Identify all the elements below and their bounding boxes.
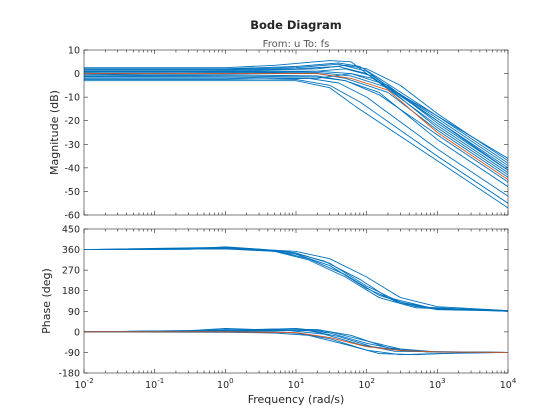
x-tick-label: 104 (500, 377, 517, 391)
phase-response-curve (84, 247, 508, 312)
phase-y-tick-label: -180 (58, 369, 80, 380)
x-tick-label: 10-2 (74, 377, 93, 391)
magnitude-y-tick-label: 0 (74, 69, 80, 80)
magnitude-series (84, 60, 508, 209)
phase-y-tick-label: 360 (62, 245, 80, 256)
magnitude-response-curve (84, 73, 508, 181)
magnitude-response-curve (84, 62, 508, 164)
magnitude-response-curve (84, 71, 508, 176)
magnitude-response-curve (84, 64, 508, 162)
magnitude-y-axis-label: Magnitude (dB) (48, 90, 61, 175)
magnitude-response-curve (84, 73, 508, 159)
magnitude-y-tick-label: -60 (64, 211, 80, 222)
phase-response-curve (84, 327, 508, 353)
magnitude-y-tick-label: -30 (64, 140, 80, 151)
phase-axes-frame (83, 228, 509, 374)
x-axis-label: Frequency (rad/s) (248, 393, 345, 406)
phase-series (84, 246, 508, 356)
phase-response-curve (84, 331, 508, 356)
io-subtitle: From: u To: fs (263, 39, 330, 50)
phase-y-axis-label: Phase (deg) (40, 268, 53, 334)
magnitude-response-curve (84, 75, 508, 183)
phase-y-tick-label: -90 (64, 348, 80, 359)
chart-title: Bode Diagram (250, 18, 342, 32)
phase-y-tick-label: 270 (62, 266, 80, 277)
phase-y-tick-label: 0 (74, 327, 80, 338)
magnitude-response-curve (84, 80, 508, 209)
magnitude-response-curve (84, 71, 508, 178)
phase-y-tick-label: 90 (68, 307, 80, 318)
phase-response-curve (84, 246, 508, 312)
magnitude-y-tick-label: -20 (64, 116, 80, 127)
phase-ticks (83, 228, 509, 374)
magnitude-response-curve (84, 76, 508, 197)
phase-y-tick-label: 450 (62, 225, 80, 236)
magnitude-y-tick-labels: 10 0 -10 -20 -30 -40 -50 -60 (64, 46, 80, 222)
x-tick-label: 103 (429, 377, 446, 391)
magnitude-response-curve (84, 77, 508, 204)
magnitude-y-tick-label: -50 (64, 187, 80, 198)
phase-response-curve (84, 331, 508, 353)
phase-y-tick-labels: 450 360 270 180 90 0 -90 -180 (58, 225, 80, 380)
phase-response-curve (84, 330, 508, 353)
x-tick-labels: 10-2 10-1 100 101 102 103 104 (74, 377, 516, 391)
magnitude-y-tick-label: 10 (68, 46, 80, 57)
phase-response-curve (84, 248, 508, 312)
magnitude-axes-frame (83, 49, 509, 216)
magnitude-y-tick-label: -40 (64, 163, 80, 174)
magnitude-ticks (83, 49, 509, 216)
x-tick-label: 102 (358, 377, 375, 391)
x-tick-label: 101 (288, 377, 305, 391)
magnitude-response-curve (84, 63, 508, 171)
x-tick-label: 10-1 (145, 377, 164, 391)
phase-y-tick-label: 180 (62, 286, 80, 297)
x-tick-label: 100 (217, 377, 234, 391)
magnitude-y-tick-label: -10 (64, 93, 80, 104)
